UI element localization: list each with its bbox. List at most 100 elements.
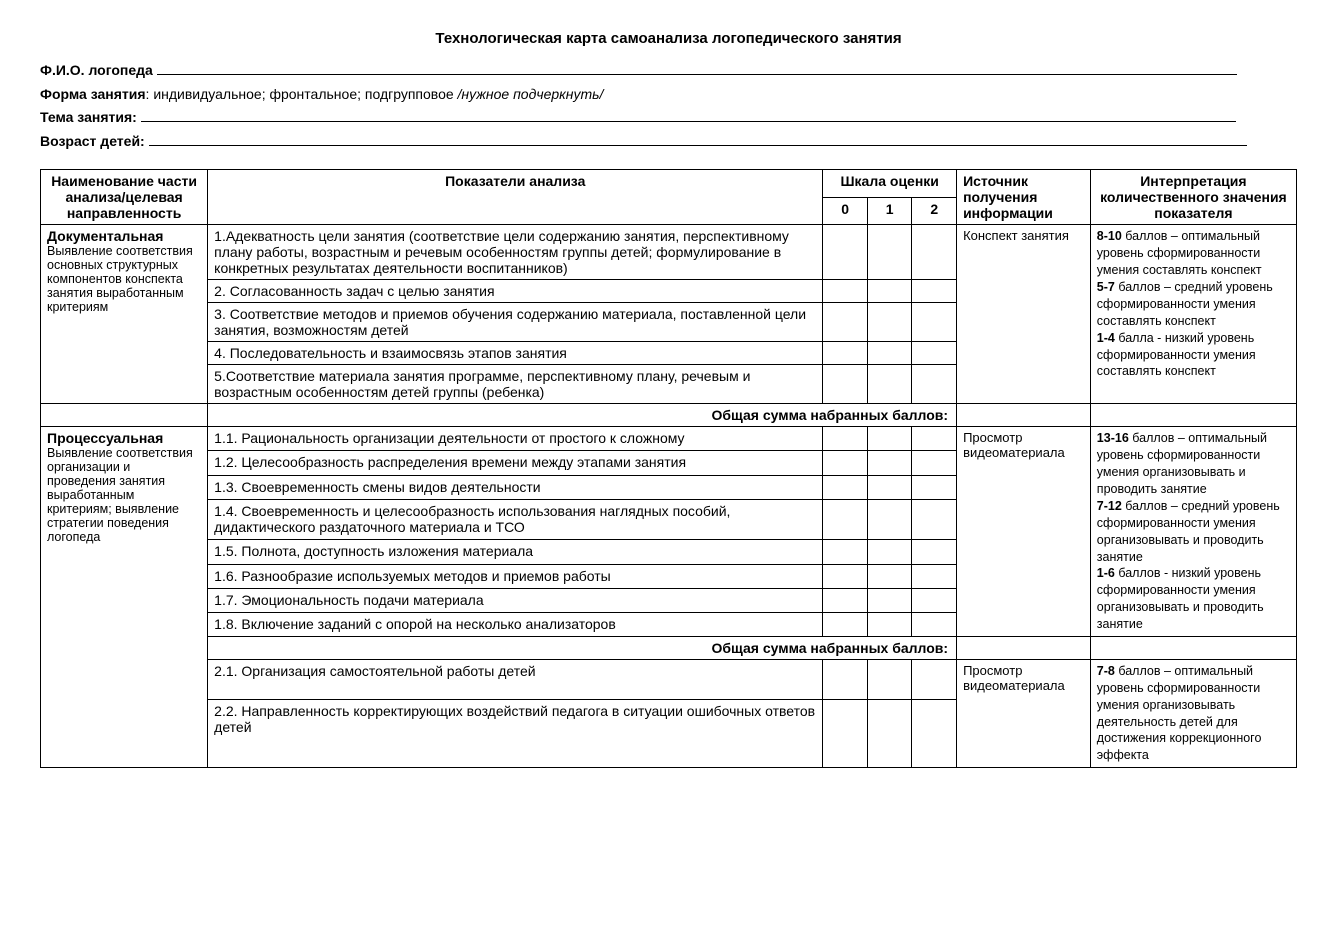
interp-range: 13-16	[1097, 431, 1129, 445]
sum-row: Общая сумма набранных баллов:	[41, 636, 1297, 659]
scale-cell[interactable]	[867, 659, 912, 699]
scale-cell[interactable]	[823, 659, 868, 699]
sum-row: Общая сумма набранных баллов:	[41, 404, 1297, 427]
topic-line: Тема занятия:	[40, 108, 1297, 128]
th-interp: Интерпретация количественного значения п…	[1090, 170, 1296, 225]
scale-cell[interactable]	[912, 475, 957, 499]
age-underline	[149, 145, 1247, 146]
scale-cell[interactable]	[912, 499, 957, 540]
scale-cell[interactable]	[823, 365, 868, 404]
scale-cell[interactable]	[823, 499, 868, 540]
scale-cell[interactable]	[823, 303, 868, 342]
scale-cell[interactable]	[867, 700, 912, 768]
scale-cell[interactable]	[867, 588, 912, 612]
indicator-cell: 1.6. Разнообразие используемых методов и…	[208, 564, 823, 588]
scale-cell[interactable]	[823, 612, 868, 636]
indicator-cell: 1.8. Включение заданий с опорой на неско…	[208, 612, 823, 636]
scale-cell[interactable]	[823, 280, 868, 303]
th-indicators: Показатели анализа	[208, 170, 823, 225]
age-label: Возраст детей:	[40, 133, 145, 149]
scale-cell[interactable]	[823, 700, 868, 768]
interp-range: 1-4	[1097, 331, 1115, 345]
age-line: Возраст детей:	[40, 132, 1297, 152]
topic-label: Тема занятия:	[40, 109, 137, 125]
section-header: Документальная	[47, 228, 201, 244]
source-cell: Просмотр видеоматериала	[957, 659, 1091, 767]
sum-label-cell: Общая сумма набранных баллов:	[208, 404, 957, 427]
table-body: ДокументальнаяВыявление соответствия осн…	[41, 225, 1297, 768]
section-name-cell: ПроцессуальнаяВыявление соответствия орг…	[41, 427, 208, 768]
scale-cell[interactable]	[912, 225, 957, 280]
scale-cell[interactable]	[912, 451, 957, 475]
table-row: 2.1. Организация самостоятельной работы …	[41, 659, 1297, 699]
scale-cell[interactable]	[867, 612, 912, 636]
scale-cell[interactable]	[823, 342, 868, 365]
scale-cell[interactable]	[912, 540, 957, 564]
scale-cell[interactable]	[823, 475, 868, 499]
indicator-cell: 2. Согласованность задач с целью занятия	[208, 280, 823, 303]
scale-cell[interactable]	[867, 451, 912, 475]
scale-cell[interactable]	[867, 280, 912, 303]
indicator-cell: 3. Соответствие методов и приемов обучен…	[208, 303, 823, 342]
scale-cell[interactable]	[912, 280, 957, 303]
source-cell: Конспект занятия	[957, 225, 1091, 404]
fio-label: Ф.И.О. логопеда	[40, 62, 153, 78]
section-header: Процессуальная	[47, 430, 201, 446]
scale-cell[interactable]	[912, 365, 957, 404]
indicator-cell: 2.1. Организация самостоятельной работы …	[208, 659, 823, 699]
source-gap-cell	[957, 404, 1091, 427]
scale-cell[interactable]	[823, 540, 868, 564]
scale-cell[interactable]	[823, 427, 868, 451]
interp-gap-cell	[1090, 404, 1296, 427]
form-type-label: Форма занятия	[40, 86, 146, 102]
indicator-cell: 1.3. Своевременность смены видов деятель…	[208, 475, 823, 499]
form-type-line: Форма занятия: индивидуальное; фронтальн…	[40, 85, 1297, 105]
scale-cell[interactable]	[867, 303, 912, 342]
scale-cell[interactable]	[823, 564, 868, 588]
section-desc: Выявление соответствия организации и про…	[47, 446, 201, 544]
interp-range: 7-8	[1097, 664, 1115, 678]
scale-cell[interactable]	[867, 225, 912, 280]
scale-cell[interactable]	[867, 564, 912, 588]
indicator-cell: 4. Последовательность и взаимосвязь этап…	[208, 342, 823, 365]
interp-range: 7-12	[1097, 499, 1122, 513]
indicator-cell: 2.2. Направленность корректирующих возде…	[208, 700, 823, 768]
scale-cell[interactable]	[867, 365, 912, 404]
analysis-table: Наименование части анализа/целевая напра…	[40, 169, 1297, 768]
indicator-cell: 5.Соответствие материала занятия програм…	[208, 365, 823, 404]
scale-cell[interactable]	[823, 588, 868, 612]
interp-cell: 13-16 баллов – оптимальный уровень сформ…	[1090, 427, 1296, 637]
scale-cell[interactable]	[823, 451, 868, 475]
indicator-cell: 1.5. Полнота, доступность изложения мате…	[208, 540, 823, 564]
scale-cell[interactable]	[912, 659, 957, 699]
th-scale: Шкала оценки	[823, 170, 957, 198]
th-scale-2: 2	[912, 197, 957, 225]
indicator-cell: 1.4. Своевременность и целесообразность …	[208, 499, 823, 540]
interp-range: 5-7	[1097, 280, 1115, 294]
indicator-cell: 1.Адекватность цели занятия (соответстви…	[208, 225, 823, 280]
scale-cell[interactable]	[912, 564, 957, 588]
indicator-cell: 1.7. Эмоциональность подачи материала	[208, 588, 823, 612]
scale-cell[interactable]	[912, 303, 957, 342]
scale-cell[interactable]	[912, 612, 957, 636]
th-name: Наименование части анализа/целевая напра…	[41, 170, 208, 225]
source-cell: Просмотр видеоматериала	[957, 427, 1091, 637]
section-name-cell: ДокументальнаяВыявление соответствия осн…	[41, 225, 208, 404]
scale-cell[interactable]	[867, 342, 912, 365]
table-row: ПроцессуальнаяВыявление соответствия орг…	[41, 427, 1297, 451]
indicator-cell: 1.2. Целесообразность распределения врем…	[208, 451, 823, 475]
scale-cell[interactable]	[912, 427, 957, 451]
scale-cell[interactable]	[867, 540, 912, 564]
scale-cell[interactable]	[867, 475, 912, 499]
form-type-value: : индивидуальное; фронтальное; подгруппо…	[146, 86, 458, 102]
scale-cell[interactable]	[823, 225, 868, 280]
scale-cell[interactable]	[912, 700, 957, 768]
scale-cell[interactable]	[867, 499, 912, 540]
scale-cell[interactable]	[912, 588, 957, 612]
interp-gap-cell	[1090, 636, 1296, 659]
scale-cell[interactable]	[867, 427, 912, 451]
form-type-hint: /нужное подчеркнуть/	[458, 86, 604, 102]
section-desc: Выявление соответствия основных структур…	[47, 244, 201, 314]
scale-cell[interactable]	[912, 342, 957, 365]
interp-range: 8-10	[1097, 229, 1122, 243]
